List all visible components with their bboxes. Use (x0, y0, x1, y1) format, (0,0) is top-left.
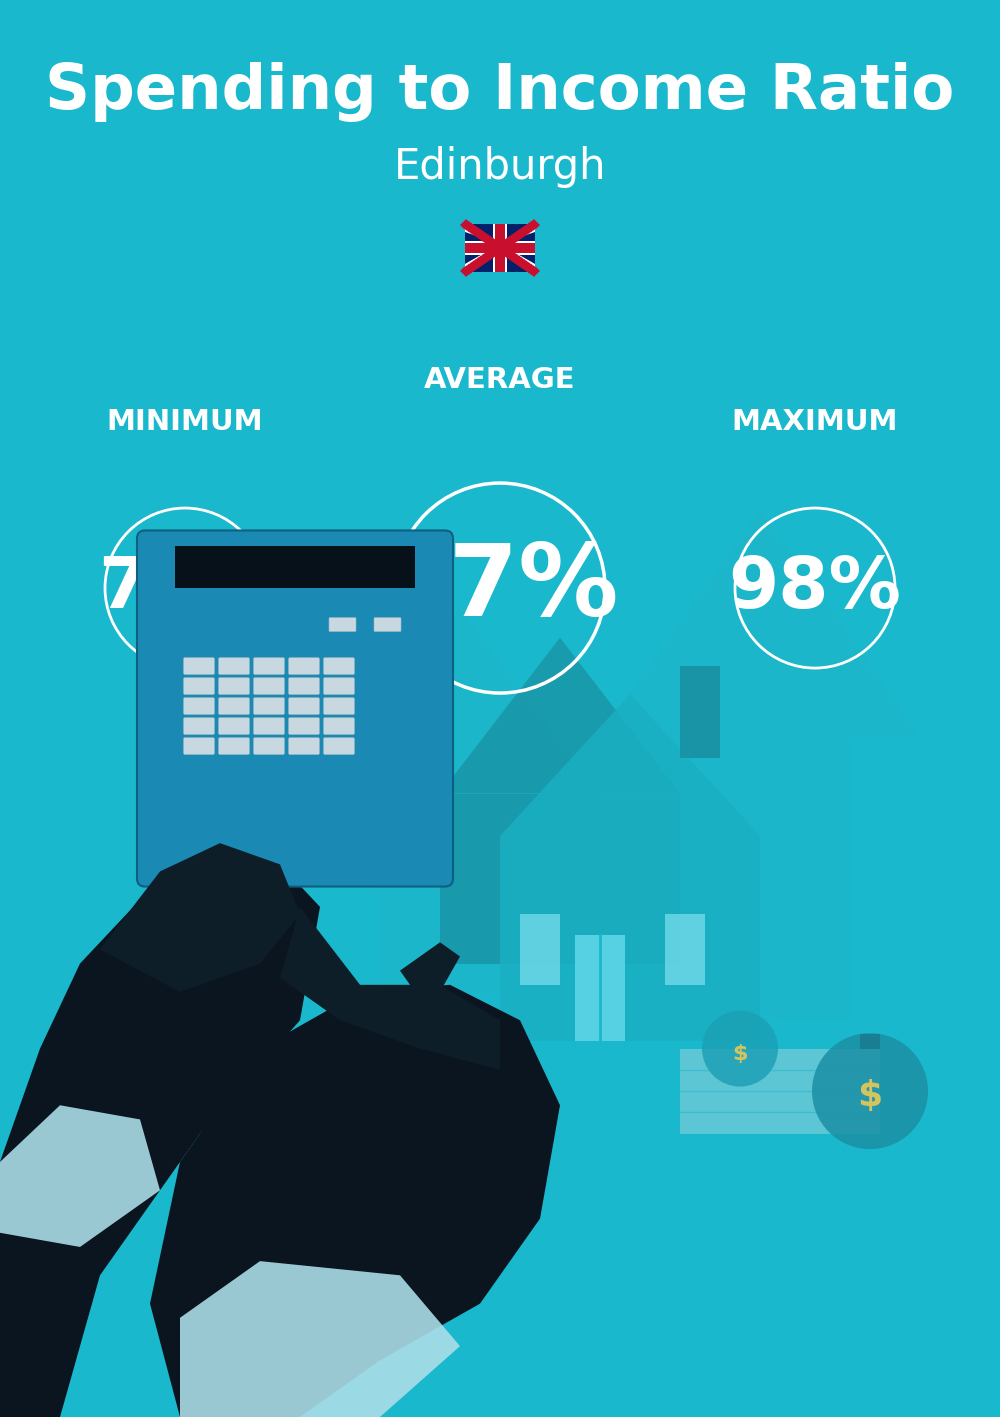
Text: $: $ (732, 1043, 748, 1064)
FancyBboxPatch shape (184, 697, 214, 714)
Polygon shape (280, 907, 500, 1070)
FancyBboxPatch shape (665, 914, 705, 985)
Polygon shape (465, 224, 500, 248)
Polygon shape (400, 942, 460, 999)
FancyBboxPatch shape (465, 241, 535, 255)
Text: 98%: 98% (729, 554, 901, 622)
Circle shape (702, 1010, 778, 1087)
Polygon shape (0, 1105, 160, 1247)
FancyBboxPatch shape (254, 657, 285, 674)
Text: 87%: 87% (380, 540, 620, 636)
FancyBboxPatch shape (465, 242, 535, 254)
FancyBboxPatch shape (184, 657, 214, 674)
Polygon shape (500, 224, 535, 248)
FancyBboxPatch shape (324, 738, 354, 755)
Polygon shape (180, 1261, 460, 1417)
FancyBboxPatch shape (374, 618, 401, 632)
FancyBboxPatch shape (218, 697, 250, 714)
Text: Edinburgh: Edinburgh (394, 146, 606, 188)
FancyBboxPatch shape (218, 677, 250, 694)
FancyBboxPatch shape (324, 697, 354, 714)
Polygon shape (440, 638, 680, 794)
FancyBboxPatch shape (324, 657, 354, 674)
FancyBboxPatch shape (495, 224, 505, 272)
Text: AVERAGE: AVERAGE (424, 366, 576, 394)
Polygon shape (380, 794, 540, 992)
FancyBboxPatch shape (184, 677, 214, 694)
FancyBboxPatch shape (254, 738, 285, 755)
Text: 78%: 78% (98, 554, 272, 622)
Text: MAXIMUM: MAXIMUM (732, 408, 898, 436)
Polygon shape (100, 843, 300, 992)
FancyBboxPatch shape (288, 717, 320, 734)
Polygon shape (320, 609, 600, 794)
FancyBboxPatch shape (575, 935, 625, 1041)
FancyBboxPatch shape (288, 697, 320, 714)
FancyBboxPatch shape (254, 697, 285, 714)
FancyBboxPatch shape (218, 738, 250, 755)
FancyBboxPatch shape (329, 618, 356, 632)
Polygon shape (600, 510, 920, 737)
FancyBboxPatch shape (254, 717, 285, 734)
FancyBboxPatch shape (860, 1034, 880, 1049)
Text: $: $ (857, 1080, 883, 1114)
FancyBboxPatch shape (680, 1049, 880, 1134)
Polygon shape (670, 737, 850, 1020)
Circle shape (812, 1033, 928, 1149)
FancyBboxPatch shape (440, 794, 680, 964)
FancyBboxPatch shape (500, 836, 760, 1041)
FancyBboxPatch shape (288, 738, 320, 755)
FancyBboxPatch shape (175, 546, 415, 588)
Polygon shape (0, 843, 320, 1417)
Text: MINIMUM: MINIMUM (107, 408, 263, 436)
FancyBboxPatch shape (218, 717, 250, 734)
Polygon shape (465, 244, 500, 272)
Polygon shape (500, 694, 760, 836)
FancyBboxPatch shape (184, 738, 214, 755)
FancyBboxPatch shape (184, 717, 214, 734)
FancyBboxPatch shape (324, 717, 354, 734)
FancyBboxPatch shape (288, 677, 320, 694)
FancyBboxPatch shape (137, 530, 453, 887)
FancyBboxPatch shape (520, 914, 560, 985)
FancyBboxPatch shape (218, 657, 250, 674)
FancyBboxPatch shape (254, 677, 285, 694)
Text: Spending to Income Ratio: Spending to Income Ratio (45, 62, 955, 122)
Polygon shape (150, 985, 560, 1417)
FancyBboxPatch shape (680, 666, 720, 758)
Polygon shape (500, 244, 535, 272)
FancyBboxPatch shape (465, 224, 535, 272)
FancyBboxPatch shape (493, 224, 507, 272)
FancyBboxPatch shape (288, 657, 320, 674)
FancyBboxPatch shape (324, 677, 354, 694)
